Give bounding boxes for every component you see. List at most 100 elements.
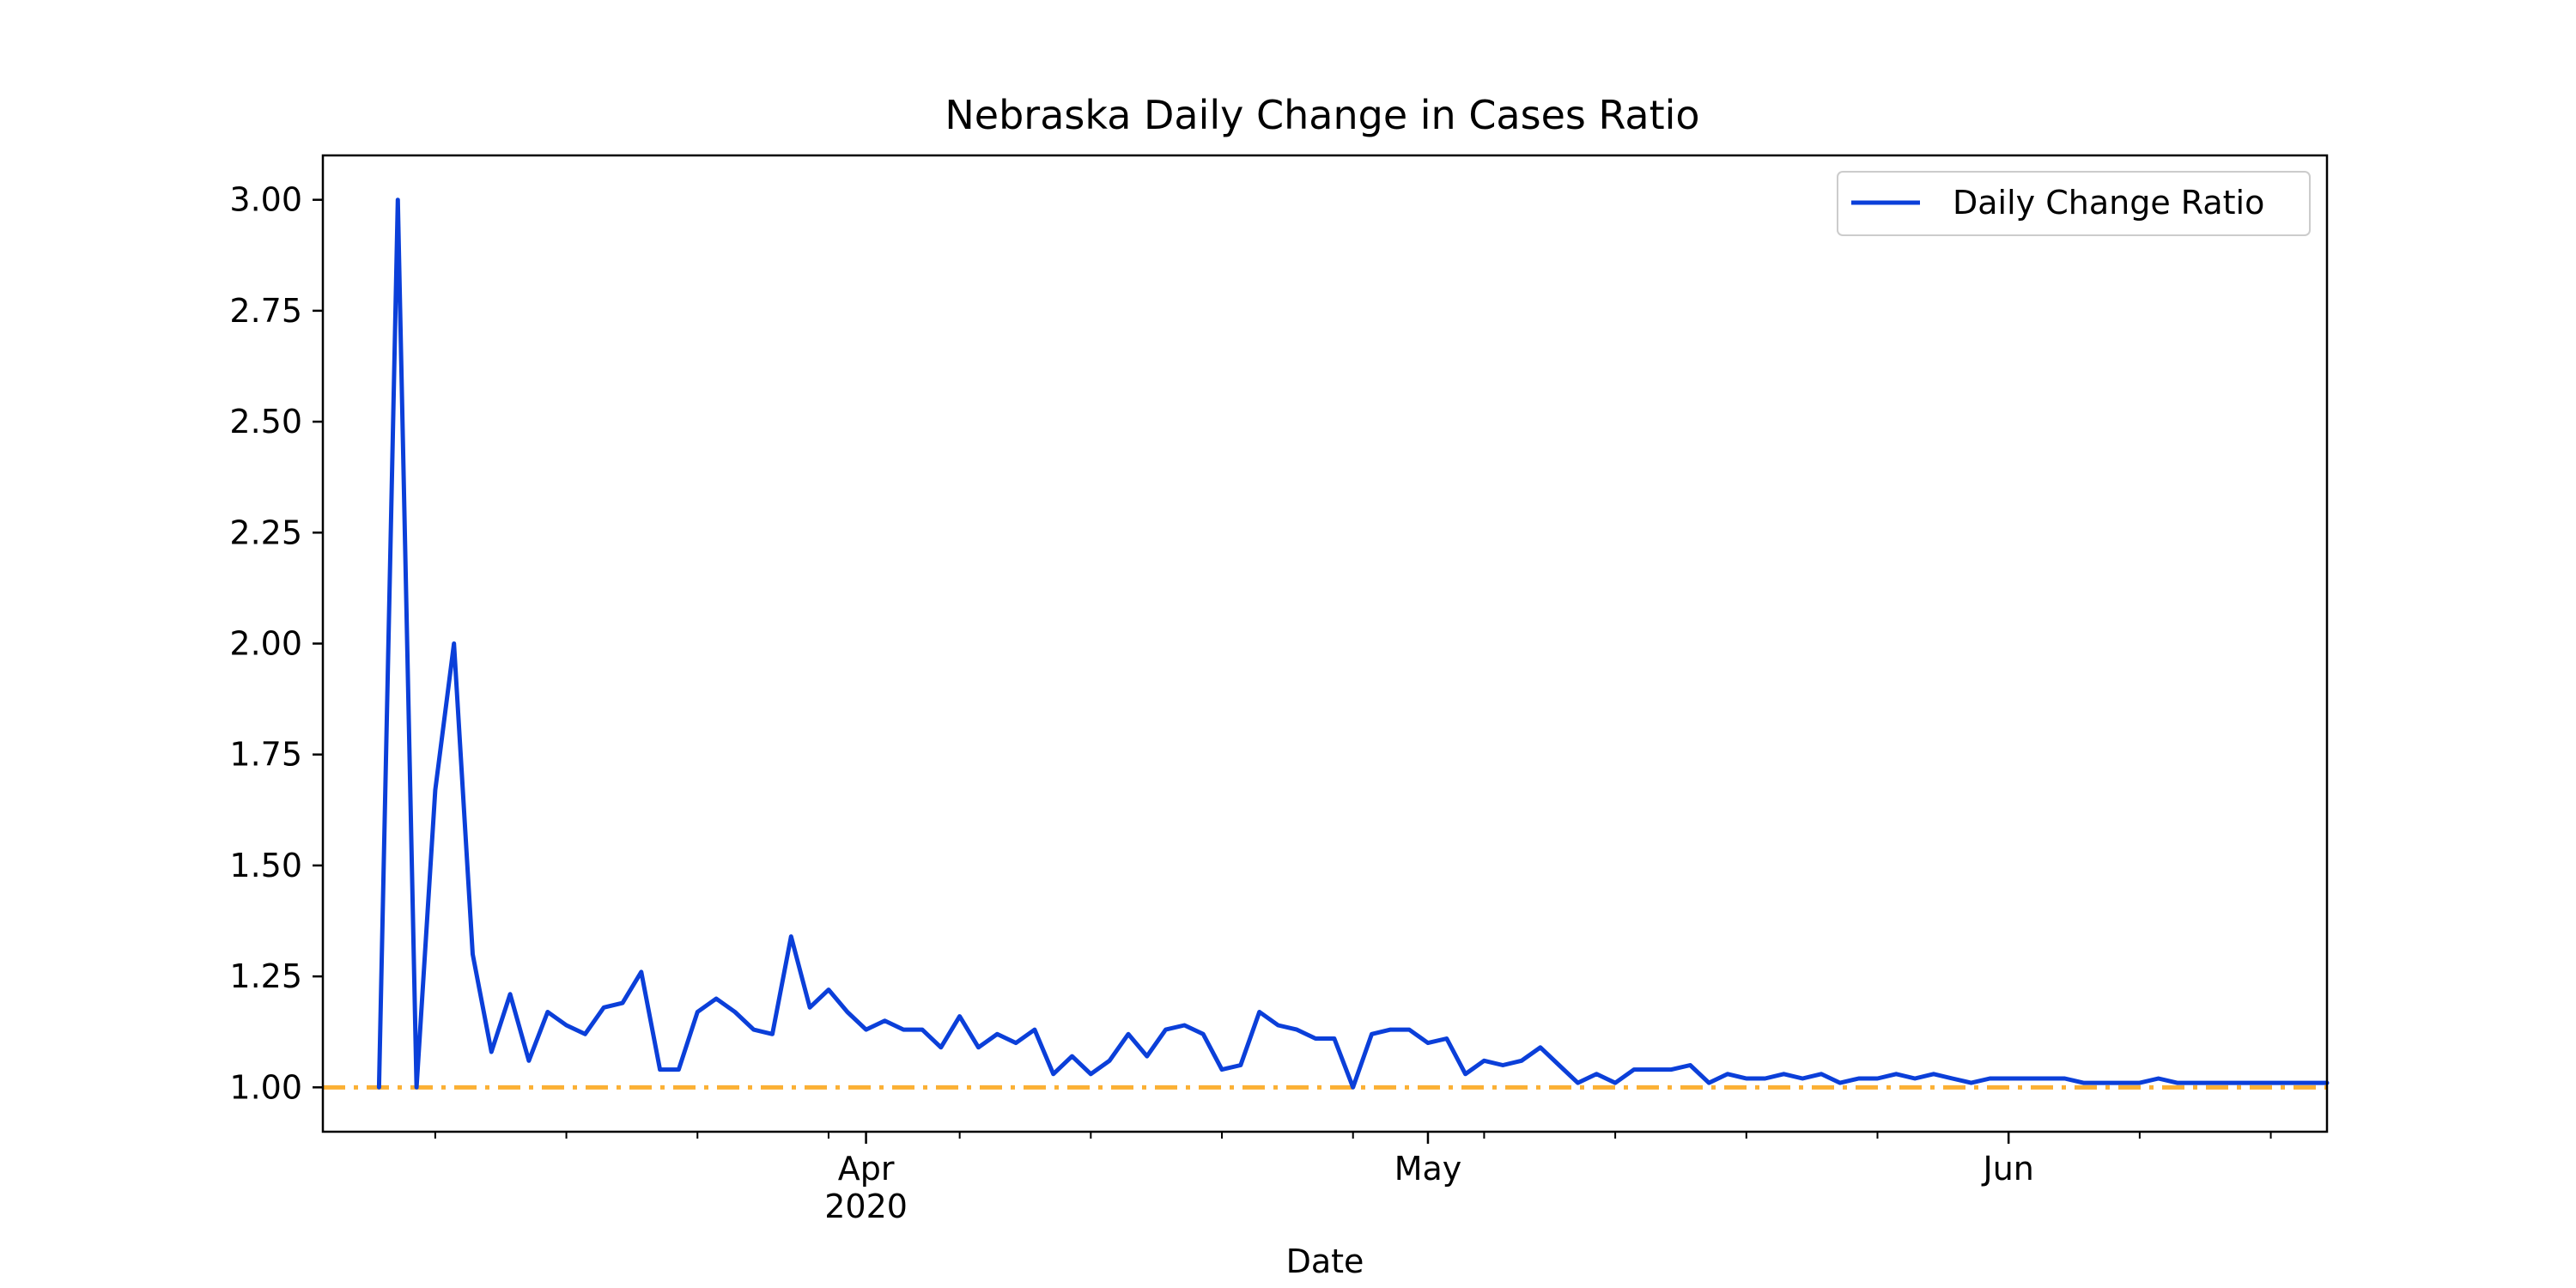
x-tick-label: May — [1394, 1150, 1462, 1188]
data-point — [1163, 1028, 1168, 1032]
data-point — [1482, 1059, 1486, 1063]
data-point — [920, 1028, 925, 1032]
data-point — [1538, 1045, 1542, 1049]
data-point — [995, 1032, 999, 1036]
data-point — [377, 1085, 381, 1090]
data-point — [883, 1018, 887, 1023]
series-line-0 — [376, 197, 2330, 1090]
data-point — [1145, 1054, 1149, 1059]
data-point — [1557, 1063, 1561, 1067]
data-point — [714, 997, 719, 1001]
data-point — [583, 1032, 587, 1036]
data-point — [1201, 1032, 1206, 1036]
data-point — [1726, 1072, 1730, 1076]
data-point — [1238, 1063, 1242, 1067]
y-tick-label: 2.50 — [229, 403, 302, 440]
data-point — [1669, 1067, 1674, 1072]
legend: Daily Change Ratio — [1837, 171, 2311, 236]
data-point — [1913, 1077, 1917, 1081]
data-point — [1351, 1085, 1355, 1090]
data-point — [2156, 1077, 2160, 1081]
data-point — [864, 1028, 868, 1032]
data-point — [2081, 1081, 2086, 1085]
data-point — [2175, 1081, 2179, 1085]
data-point — [2137, 1081, 2142, 1085]
data-point — [1931, 1072, 1935, 1076]
data-point — [2306, 1081, 2311, 1085]
data-point — [1969, 1081, 1973, 1085]
data-point — [1332, 1036, 1336, 1041]
legend-label: Daily Change Ratio — [1953, 184, 2264, 222]
data-point — [2231, 1081, 2235, 1085]
data-point — [526, 1059, 531, 1063]
data-point — [1613, 1081, 1618, 1085]
data-point — [732, 1010, 737, 1014]
y-tick-label: 2.00 — [229, 625, 302, 663]
x-tick-label: Jun — [1981, 1150, 2033, 1188]
legend-box — [1837, 171, 2311, 236]
data-point — [1032, 1028, 1036, 1032]
data-point — [677, 1067, 681, 1072]
x-tick-sublabel: 2020 — [824, 1188, 908, 1225]
data-point — [602, 1005, 606, 1010]
data-point — [1070, 1054, 1074, 1059]
data-point — [621, 1001, 625, 1005]
y-tick-label: 1.50 — [229, 847, 302, 884]
data-point — [1314, 1036, 1318, 1041]
y-tick-label: 2.25 — [229, 513, 302, 551]
data-point — [396, 197, 400, 202]
data-point — [751, 1028, 756, 1032]
data-point — [1744, 1077, 1748, 1081]
data-point — [1426, 1041, 1431, 1045]
data-point — [1856, 1077, 1861, 1081]
data-point — [1650, 1067, 1655, 1072]
data-point — [2026, 1077, 2030, 1081]
y-tick-label: 1.25 — [229, 957, 302, 995]
data-point — [452, 641, 456, 646]
data-point — [639, 969, 643, 974]
data-point — [1388, 1028, 1393, 1032]
data-point — [1894, 1072, 1899, 1076]
data-point — [2044, 1077, 2048, 1081]
data-point — [1707, 1081, 1711, 1085]
data-point — [902, 1028, 906, 1032]
data-point — [2007, 1077, 2011, 1081]
data-point — [1501, 1063, 1505, 1067]
data-point — [1631, 1067, 1636, 1072]
data-point — [845, 1010, 849, 1014]
data-point — [433, 788, 437, 793]
data-point — [471, 952, 475, 957]
data-point — [1182, 1024, 1187, 1028]
data-point — [1763, 1077, 1767, 1081]
data-point — [2194, 1081, 2198, 1085]
data-point — [2287, 1081, 2292, 1085]
x-axis-label: Date — [1286, 1242, 1364, 1280]
data-point — [1127, 1032, 1131, 1036]
data-point — [939, 1045, 943, 1049]
data-point — [1089, 1072, 1093, 1076]
data-point — [1276, 1024, 1280, 1028]
data-point — [415, 1085, 419, 1090]
data-point — [489, 1050, 494, 1054]
data-point — [508, 992, 513, 996]
data-point — [1220, 1067, 1224, 1072]
data-point — [1782, 1072, 1786, 1076]
data-point — [2269, 1081, 2273, 1085]
data-point — [1820, 1072, 1824, 1076]
chart-title: Nebraska Daily Change in Cases Ratio — [945, 92, 1699, 138]
y-tick-label: 1.00 — [229, 1068, 302, 1106]
data-point — [827, 987, 831, 992]
data-point — [2250, 1081, 2254, 1085]
data-point — [658, 1067, 662, 1072]
data-point — [789, 934, 793, 939]
data-point — [545, 1010, 550, 1014]
data-point — [2063, 1077, 2067, 1081]
data-point — [1576, 1081, 1580, 1085]
data-point — [2100, 1081, 2105, 1085]
data-point — [1801, 1077, 1805, 1081]
data-point — [1463, 1072, 1467, 1076]
data-point — [976, 1045, 981, 1049]
data-point — [1950, 1077, 1954, 1081]
data-point — [957, 1014, 962, 1018]
y-tick-label: 3.00 — [229, 181, 302, 219]
